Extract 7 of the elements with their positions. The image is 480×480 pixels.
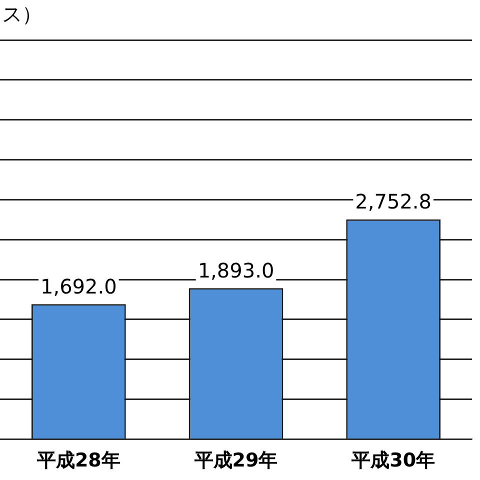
y-axis-title: ス） xyxy=(2,2,42,26)
x-tick-label: 平成29年 xyxy=(193,450,278,472)
data-label: 2,752.8 xyxy=(355,190,432,214)
x-tick-label: 平成28年 xyxy=(36,450,120,472)
x-tick-label: 平成30年 xyxy=(350,450,436,472)
data-label: 1,692.0 xyxy=(40,274,117,298)
data-label: 1,893.0 xyxy=(198,258,274,282)
